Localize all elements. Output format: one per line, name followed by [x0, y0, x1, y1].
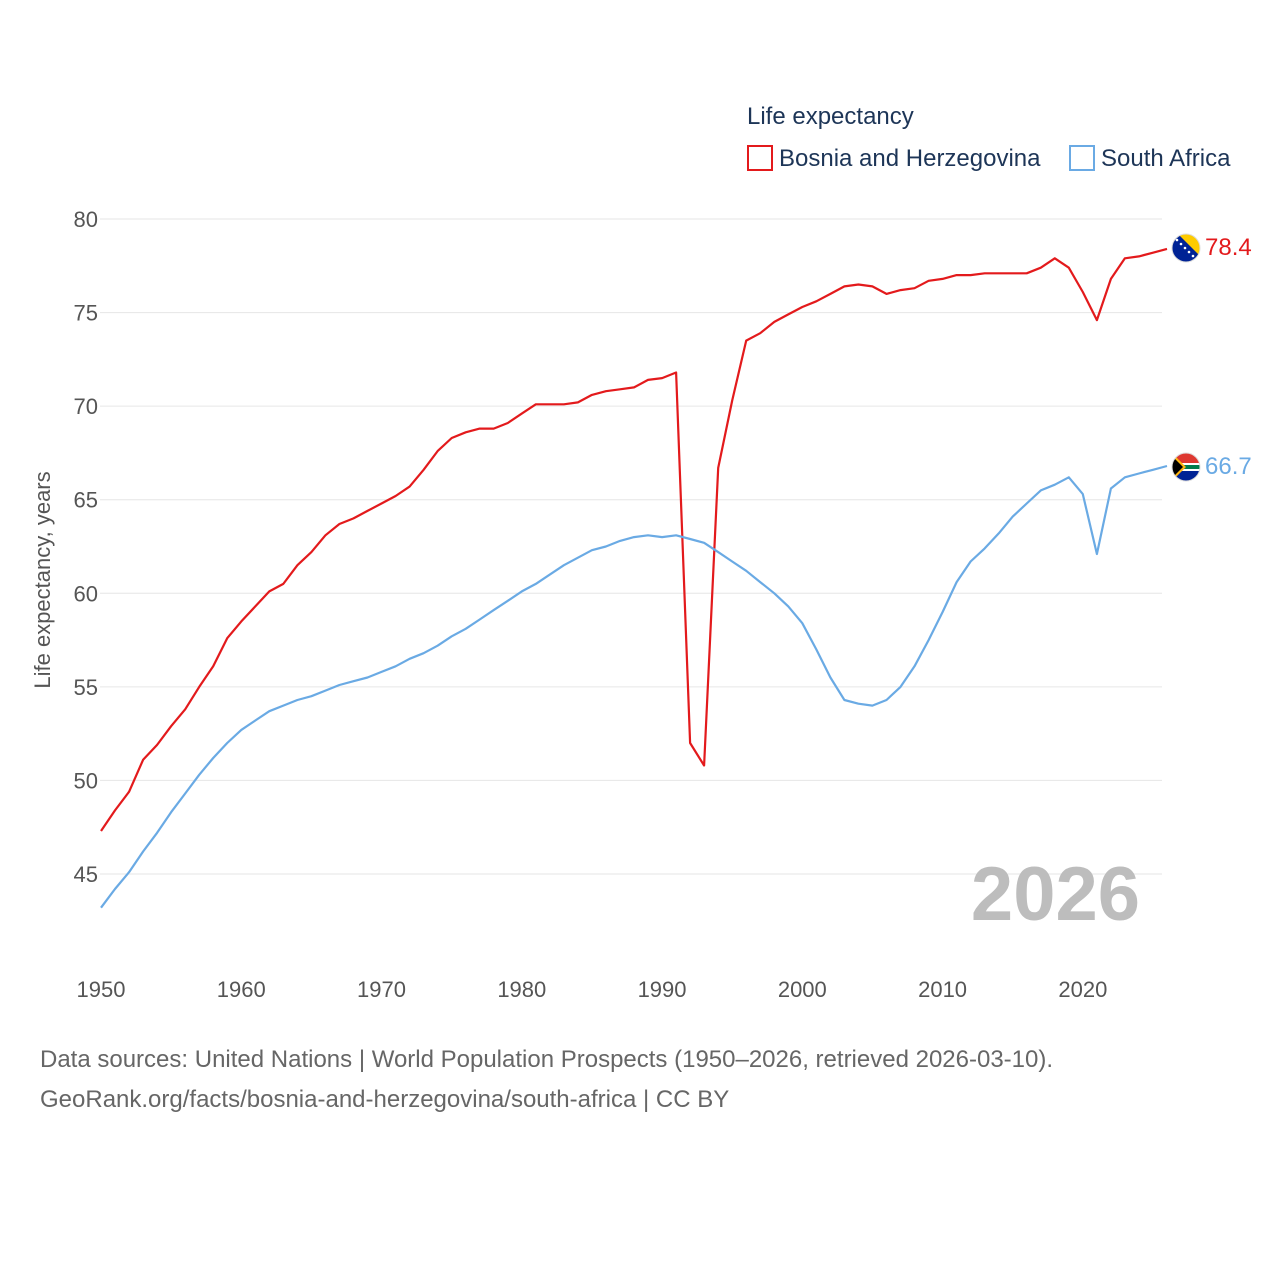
y-tick-label: 60	[74, 581, 98, 606]
legend-title: Life expectancy	[747, 103, 914, 130]
series-group	[100, 247, 1168, 909]
y-tick-label: 55	[74, 675, 98, 700]
y-tick-label: 50	[74, 768, 98, 793]
y-tick-label: 75	[74, 301, 98, 326]
end-label-bosnia: 78.4	[1205, 234, 1252, 261]
life-expectancy-chart: Life expectancy Bosnia and Herzegovina S…	[30, 103, 1252, 1002]
y-tick-label: 65	[74, 488, 98, 513]
legend-label-south-africa[interactable]: South Africa	[1101, 145, 1231, 172]
year-marker: 2026	[971, 852, 1140, 937]
y-axis-ticks: 45 50 55 60 65 70 75 80	[74, 207, 98, 887]
y-tick-label: 70	[74, 394, 98, 419]
bosnia-and-herzegovina-flag-icon	[1171, 233, 1201, 263]
x-tick-label: 1990	[638, 977, 687, 1002]
end-label-south-africa: 66.7	[1205, 453, 1252, 480]
legend-swatch-bosnia[interactable]	[747, 145, 773, 171]
legend-swatch-south-africa[interactable]	[1069, 145, 1095, 171]
series-line-south-africa[interactable]	[100, 464, 1168, 909]
x-tick-label: 1980	[497, 977, 546, 1002]
south-africa-flag-icon	[1171, 452, 1201, 482]
y-tick-label: 80	[74, 207, 98, 232]
x-tick-label: 1960	[217, 977, 266, 1002]
x-tick-label: 2020	[1058, 977, 1107, 1002]
x-tick-label: 1970	[357, 977, 406, 1002]
x-tick-label: 2000	[778, 977, 827, 1002]
series-line-bosnia-and-herzegovina[interactable]	[100, 247, 1168, 832]
source-line-1: Data sources: United Nations | World Pop…	[40, 1046, 1054, 1073]
y-axis-label: Life expectancy, years	[30, 471, 55, 688]
legend-label-bosnia[interactable]: Bosnia and Herzegovina	[779, 145, 1041, 172]
y-tick-label: 45	[74, 862, 98, 887]
x-tick-label: 1950	[77, 977, 126, 1002]
source-note: Data sources: United Nations | World Pop…	[40, 1040, 1053, 1120]
source-line-2[interactable]: GeoRank.org/facts/bosnia-and-herzegovina…	[40, 1086, 730, 1113]
x-tick-label: 2010	[918, 977, 967, 1002]
grid-lines	[100, 218, 1162, 875]
x-axis-ticks: 1950 1960 1970 1980 1990 2000 2010 2020	[77, 977, 1108, 1002]
